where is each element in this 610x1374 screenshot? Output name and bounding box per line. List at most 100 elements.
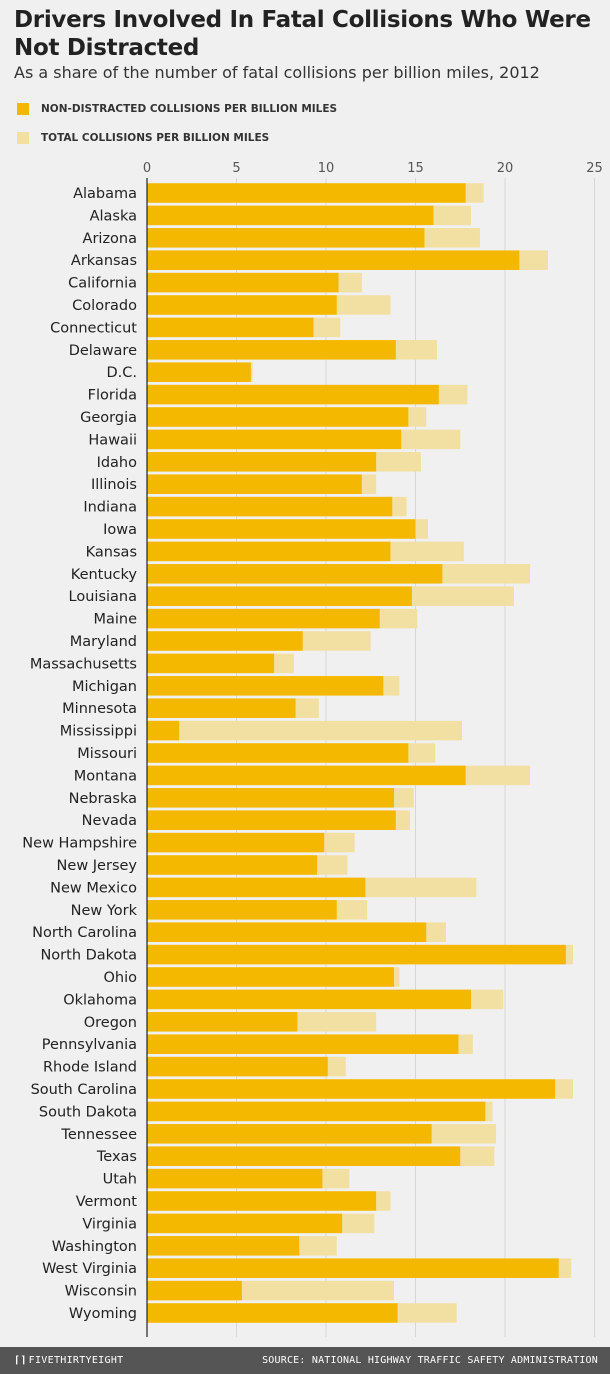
category-label: Virginia: [82, 1216, 137, 1232]
category-label: Massachusetts: [30, 656, 137, 672]
bar-non-distracted: [147, 810, 396, 830]
category-label: Michigan: [72, 679, 137, 695]
bar-non-distracted: [147, 295, 337, 315]
bar-non-distracted: [147, 340, 396, 360]
category-label: Washington: [52, 1239, 137, 1255]
bar-non-distracted: [147, 608, 380, 629]
bar-non-distracted: [147, 1258, 559, 1278]
category-label: Nebraska: [69, 791, 137, 807]
category-label: Rhode Island: [43, 1060, 137, 1076]
bar-non-distracted: [147, 989, 471, 1010]
legend-swatch-total: [17, 132, 29, 144]
category-label: Illinois: [91, 477, 137, 493]
footer-logo: ⌈⌉ FIVETHIRTYEIGHT: [14, 1354, 123, 1368]
bar-non-distracted: [147, 1056, 328, 1077]
x-tick-label: 5: [232, 161, 240, 176]
category-label: Missouri: [77, 746, 137, 762]
bar-non-distracted: [147, 474, 362, 494]
bar-non-distracted: [147, 1168, 323, 1189]
footer-source: SOURCE: NATIONAL HIGHWAY TRAFFIC SAFETY …: [262, 1355, 598, 1366]
category-label: Delaware: [69, 343, 137, 359]
footer-logo-text: FIVETHIRTYEIGHT: [28, 1355, 124, 1366]
category-label: Maryland: [70, 634, 137, 650]
category-label: Colorado: [72, 298, 137, 314]
category-label: New Mexico: [50, 880, 137, 896]
category-label: Louisiana: [69, 589, 137, 605]
bar-non-distracted: [147, 452, 377, 472]
bar-non-distracted: [147, 362, 251, 382]
bar-non-distracted: [147, 1146, 461, 1166]
bar-non-distracted: [147, 1303, 398, 1323]
bar-non-distracted: [147, 743, 409, 763]
bar-non-distracted: [147, 1012, 298, 1032]
x-tick-label: 0: [143, 161, 151, 176]
category-label: West Virginia: [42, 1261, 137, 1277]
bar-non-distracted: [147, 720, 180, 741]
category-label: Wyoming: [69, 1306, 137, 1322]
chart-title: Drivers Involved In Fatal Collisions Who…: [14, 7, 591, 61]
bar-non-distracted: [147, 1280, 242, 1301]
category-label: Arkansas: [71, 253, 137, 269]
category-label: Oregon: [84, 1015, 137, 1031]
bar-non-distracted: [147, 272, 339, 293]
bar-non-distracted: [147, 900, 337, 920]
category-label: North Dakota: [40, 948, 137, 964]
category-label: Idaho: [97, 455, 138, 471]
bar-non-distracted: [147, 922, 427, 942]
bar-non-distracted: [147, 1236, 300, 1256]
bar-total: [147, 720, 463, 741]
category-label: Minnesota: [62, 701, 137, 717]
bar-non-distracted: [147, 407, 409, 427]
bar-non-distracted: [147, 1101, 486, 1122]
x-tick-label: 25: [586, 161, 603, 176]
legend-label-non-distracted: NON-DISTRACTED COLLISIONS PER BILLION MI…: [41, 103, 338, 115]
bar-non-distracted: [147, 967, 395, 987]
footer: ⌈⌉ FIVETHIRTYEIGHT SOURCE: NATIONAL HIGHW…: [0, 1347, 610, 1374]
x-tick-label: 15: [407, 161, 424, 176]
category-label: Tennessee: [60, 1127, 137, 1143]
bar-non-distracted: [147, 250, 520, 270]
category-label: Alaska: [90, 208, 137, 224]
bar-non-distracted: [147, 228, 425, 248]
category-label: Alabama: [73, 186, 137, 202]
category-label: Nevada: [82, 813, 137, 829]
bar-non-distracted: [147, 653, 275, 674]
bar-non-distracted: [147, 429, 402, 450]
category-label: Indiana: [83, 500, 137, 516]
category-label: Georgia: [80, 410, 137, 426]
category-label: Kansas: [86, 544, 137, 560]
bar-non-distracted: [147, 855, 318, 875]
bar-non-distracted: [147, 877, 366, 898]
bar-chart: 0 5 10 15 20 25 Alabama Alaska Arizona Arkansas Ca…: [22, 161, 603, 1337]
category-label: D.C.: [106, 365, 137, 381]
bar-non-distracted: [147, 541, 391, 562]
bar-non-distracted: [147, 944, 566, 965]
category-label: Iowa: [103, 522, 137, 538]
category-label: Oklahoma: [63, 992, 137, 1008]
bar-non-distracted: [147, 676, 384, 696]
chart-subtitle: As a share of the number of fatal collis…: [14, 63, 540, 82]
category-label: Mississippi: [60, 724, 137, 740]
bar-non-distracted: [147, 1191, 377, 1211]
bar-non-distracted: [147, 1124, 432, 1144]
bar-non-distracted: [147, 384, 439, 405]
category-label: Pennsylvania: [42, 1037, 137, 1053]
bar-non-distracted: [147, 586, 412, 606]
category-label: Ohio: [103, 970, 137, 986]
category-label: Vermont: [76, 1194, 138, 1210]
bar-non-distracted: [147, 317, 314, 338]
bar-non-distracted: [147, 496, 393, 517]
bar-non-distracted: [147, 1213, 343, 1234]
category-label: Montana: [74, 768, 137, 784]
category-label: Utah: [103, 1172, 137, 1188]
category-label: South Dakota: [39, 1104, 137, 1120]
bar-non-distracted: [147, 788, 395, 808]
category-label: Kentucky: [71, 567, 138, 583]
legend-label-total: TOTAL COLLISIONS PER BILLION MILES: [41, 132, 270, 144]
bar-non-distracted: [147, 765, 466, 786]
bar-non-distracted: [147, 698, 296, 718]
legend-swatch-non-distracted: [17, 103, 29, 115]
bar-non-distracted: [147, 205, 434, 226]
category-label: Maine: [93, 612, 137, 628]
x-tick-label: 20: [497, 161, 514, 176]
